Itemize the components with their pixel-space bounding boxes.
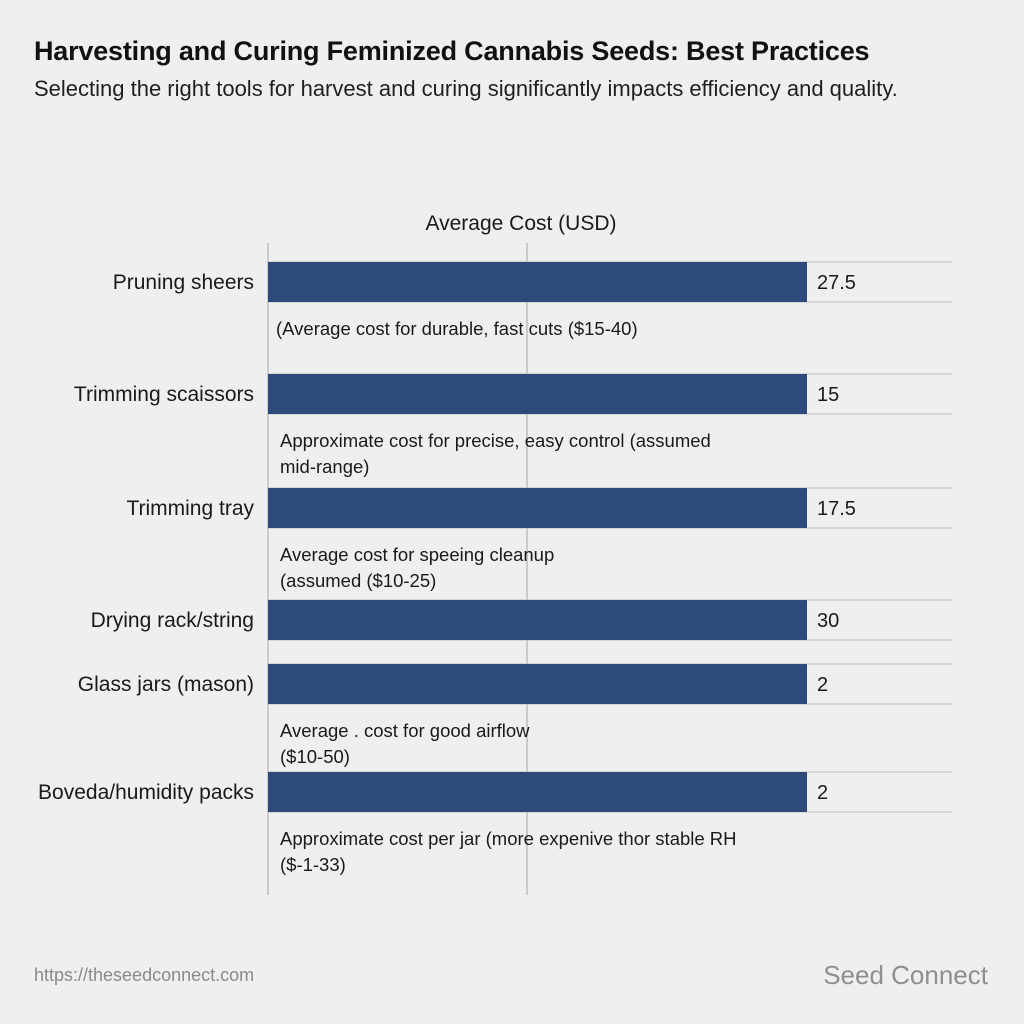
data-label: 2 bbox=[817, 782, 828, 804]
data-label: 27.5 bbox=[817, 272, 856, 294]
annotation-text: Average cost for speeing cleanup bbox=[280, 544, 554, 565]
data-label: 17.5 bbox=[817, 498, 856, 520]
category-label: Boveda/humidity packs bbox=[38, 781, 254, 804]
annotation-text: Approximate cost per jar (more expenive … bbox=[280, 828, 737, 849]
page-title: Harvesting and Curing Feminized Cannabis… bbox=[34, 36, 870, 66]
annotation-text: ($10-50) bbox=[280, 746, 350, 767]
category-label: Trimming tray bbox=[126, 497, 254, 520]
bar-4 bbox=[268, 600, 807, 640]
bar-2 bbox=[268, 374, 807, 414]
footer-brand: Seed Connect bbox=[823, 960, 988, 990]
data-label: 30 bbox=[817, 610, 839, 632]
footer-url: https://theseedconnect.com bbox=[34, 965, 255, 985]
annotation-text: (Average cost for durable, fast cuts ($1… bbox=[276, 318, 638, 339]
bar-3 bbox=[268, 488, 807, 528]
page-subtitle: Selecting the right tools for harvest an… bbox=[34, 76, 898, 101]
category-label: Glass jars (mason) bbox=[78, 673, 254, 696]
annotation-text: Average . cost for good airflow bbox=[280, 720, 530, 741]
bar-1 bbox=[268, 262, 807, 302]
annotation-text: (assumed ($10-25) bbox=[280, 570, 436, 591]
annotation-text: Approximate cost for precise, easy contr… bbox=[280, 430, 711, 451]
bar-5 bbox=[268, 664, 807, 704]
category-label: Trimming scaissors bbox=[74, 383, 254, 406]
category-label: Pruning sheers bbox=[113, 271, 254, 294]
chart-title: Average Cost (USD) bbox=[425, 212, 616, 235]
category-label: Drying rack/string bbox=[91, 609, 254, 632]
annotation-text: ($-1-33) bbox=[280, 854, 346, 875]
data-label: 2 bbox=[817, 674, 828, 696]
annotation-text: mid-range) bbox=[280, 456, 369, 477]
data-label: 15 bbox=[817, 384, 839, 406]
bar-6 bbox=[268, 772, 807, 812]
